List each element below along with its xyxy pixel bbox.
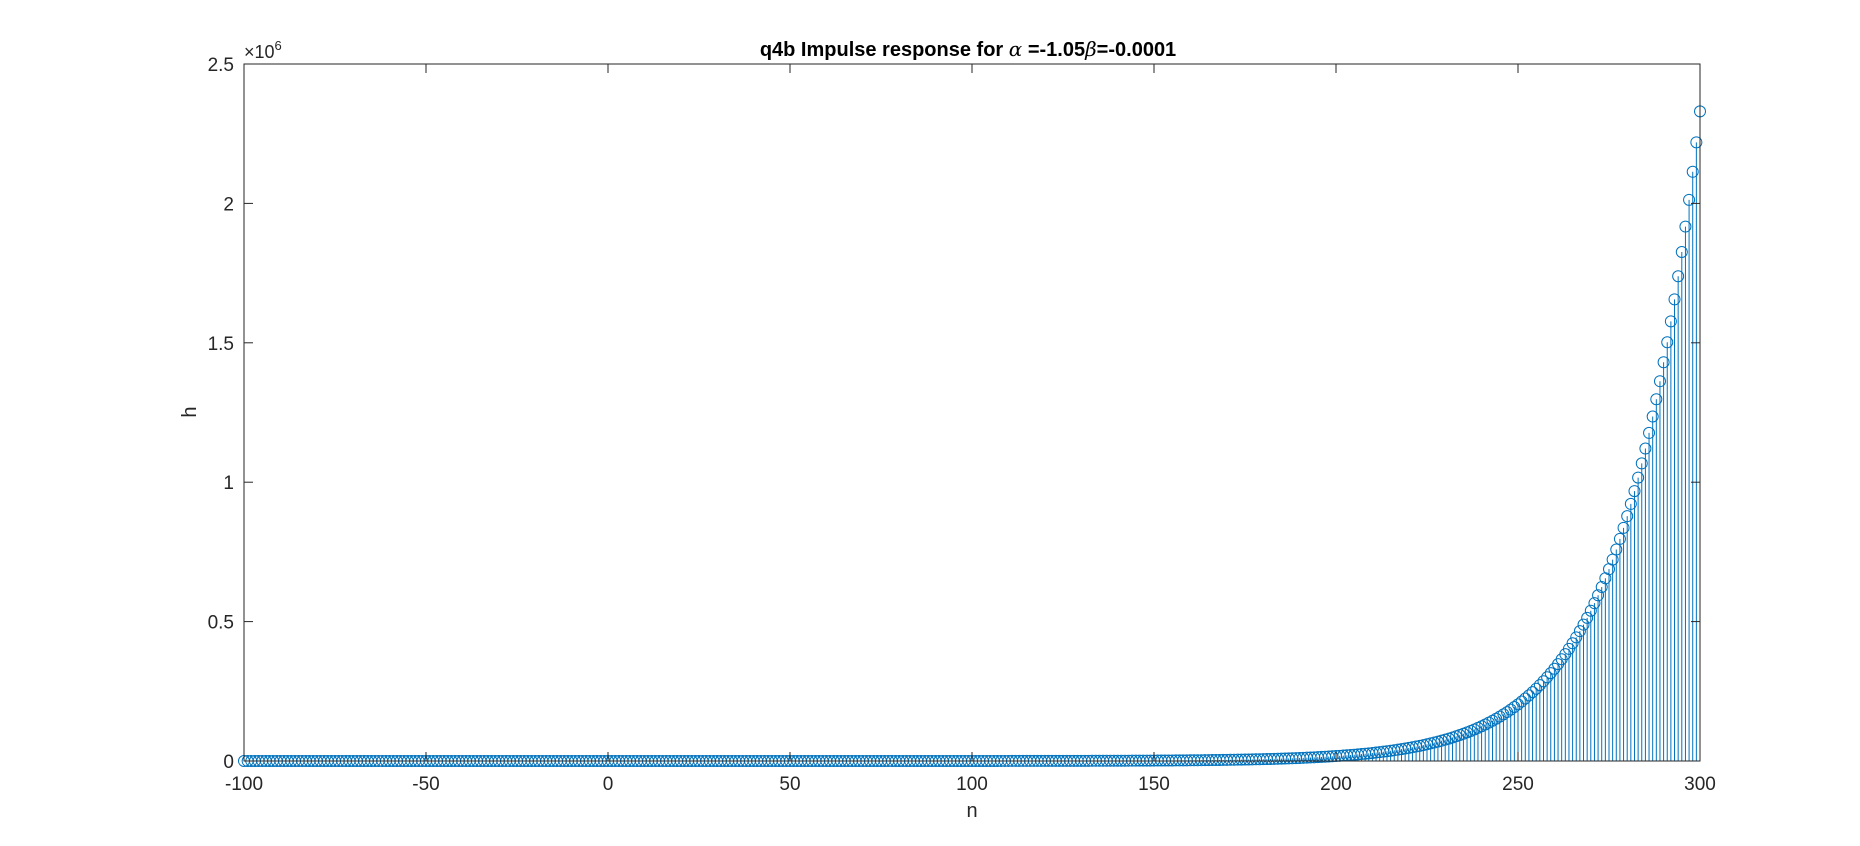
- y-tick-label: 0.5: [208, 613, 234, 634]
- stem-marker: [1661, 336, 1674, 349]
- stem-marker: [1675, 246, 1688, 259]
- marker-series: [238, 105, 1706, 767]
- y-tick-label: 0: [223, 752, 234, 773]
- stem-marker: [1643, 426, 1656, 439]
- stem-marker: [1686, 165, 1699, 178]
- stem-marker: [1530, 682, 1543, 695]
- y-exponent-power: 6: [275, 38, 282, 53]
- stem-marker: [1613, 532, 1626, 545]
- stem-marker: [1668, 293, 1681, 306]
- x-tick-label: 200: [1320, 774, 1352, 795]
- stem-marker: [1581, 611, 1594, 624]
- x-axis-label: n: [966, 800, 977, 822]
- y-axis-label: h: [179, 406, 201, 417]
- stem-marker: [1548, 662, 1561, 675]
- x-axis: -100 -50 0 50 100 150 200 250 300: [225, 64, 1716, 795]
- stem-marker: [1566, 637, 1579, 650]
- stem-marker: [1639, 442, 1652, 455]
- y-tick-label: 1.5: [208, 334, 234, 355]
- stem-marker: [1526, 686, 1539, 699]
- y-exponent: ×106: [244, 38, 282, 62]
- title-alpha-symbol: α: [1009, 37, 1023, 61]
- stem-marker: [1624, 497, 1637, 510]
- y-tick-label: 2: [223, 194, 234, 215]
- axes-box: [243, 63, 1701, 762]
- stem-marker: [1635, 457, 1648, 470]
- stem-marker: [1588, 597, 1601, 610]
- title-beta-symbol: β: [1084, 37, 1097, 61]
- x-tick-label: -100: [225, 774, 263, 795]
- y-axis: 0 0.5 1 1.5 2 2.5: [208, 55, 1700, 773]
- stem-marker: [1537, 675, 1550, 688]
- stem-marker: [1621, 510, 1634, 523]
- x-tick-label: 150: [1138, 774, 1170, 795]
- title-text-2: =-1.05: [1022, 39, 1085, 61]
- stem-marker: [1493, 710, 1506, 723]
- stem-marker: [1632, 471, 1645, 484]
- stem-marker: [1664, 315, 1677, 328]
- stem-marker: [1657, 356, 1670, 369]
- stem-marker: [1650, 393, 1663, 406]
- stem-marker: [1610, 543, 1623, 556]
- stem-series: [1168, 111, 1701, 761]
- stem-marker: [1679, 220, 1692, 233]
- x-tick-label: 0: [603, 774, 614, 795]
- x-tick-label: 100: [956, 774, 988, 795]
- stem-marker: [1519, 692, 1532, 705]
- stem-marker: [1595, 581, 1608, 594]
- stem-marker: [1570, 631, 1583, 644]
- stem-marker: [1541, 671, 1554, 684]
- stem-marker: [1617, 521, 1630, 534]
- stem-marker: [1628, 485, 1641, 498]
- x-tick-label: 250: [1502, 774, 1534, 795]
- y-tick-label: 2.5: [208, 55, 234, 76]
- stem-marker: [1653, 375, 1666, 388]
- stem-marker: [1533, 679, 1546, 692]
- title-text-1: q4b Impulse response for: [760, 39, 1009, 61]
- stem-marker: [1592, 589, 1605, 602]
- stem-marker: [1522, 689, 1535, 702]
- stem-marker: [1577, 618, 1590, 631]
- stem-marker: [1573, 625, 1586, 638]
- stem-marker: [1544, 667, 1557, 680]
- x-tick-label: 300: [1684, 774, 1716, 795]
- stem-marker: [1690, 136, 1703, 149]
- title-text-3: =-0.0001: [1097, 39, 1177, 61]
- stem-marker: [1584, 604, 1597, 617]
- stem-marker: [1672, 270, 1685, 283]
- stem-marker: [1490, 712, 1503, 725]
- chart-title: q4b Impulse response for α =-1.05β=-0.00…: [760, 37, 1176, 61]
- stem-marker: [1646, 410, 1659, 423]
- y-exponent-base: ×10: [244, 42, 275, 62]
- stem-marker: [1515, 695, 1528, 708]
- x-tick-label: 50: [779, 774, 800, 795]
- stem-marker: [1512, 698, 1524, 711]
- x-tick-label: -50: [412, 774, 439, 795]
- stem-marker: [1683, 193, 1696, 206]
- y-tick-label: 1: [223, 473, 234, 494]
